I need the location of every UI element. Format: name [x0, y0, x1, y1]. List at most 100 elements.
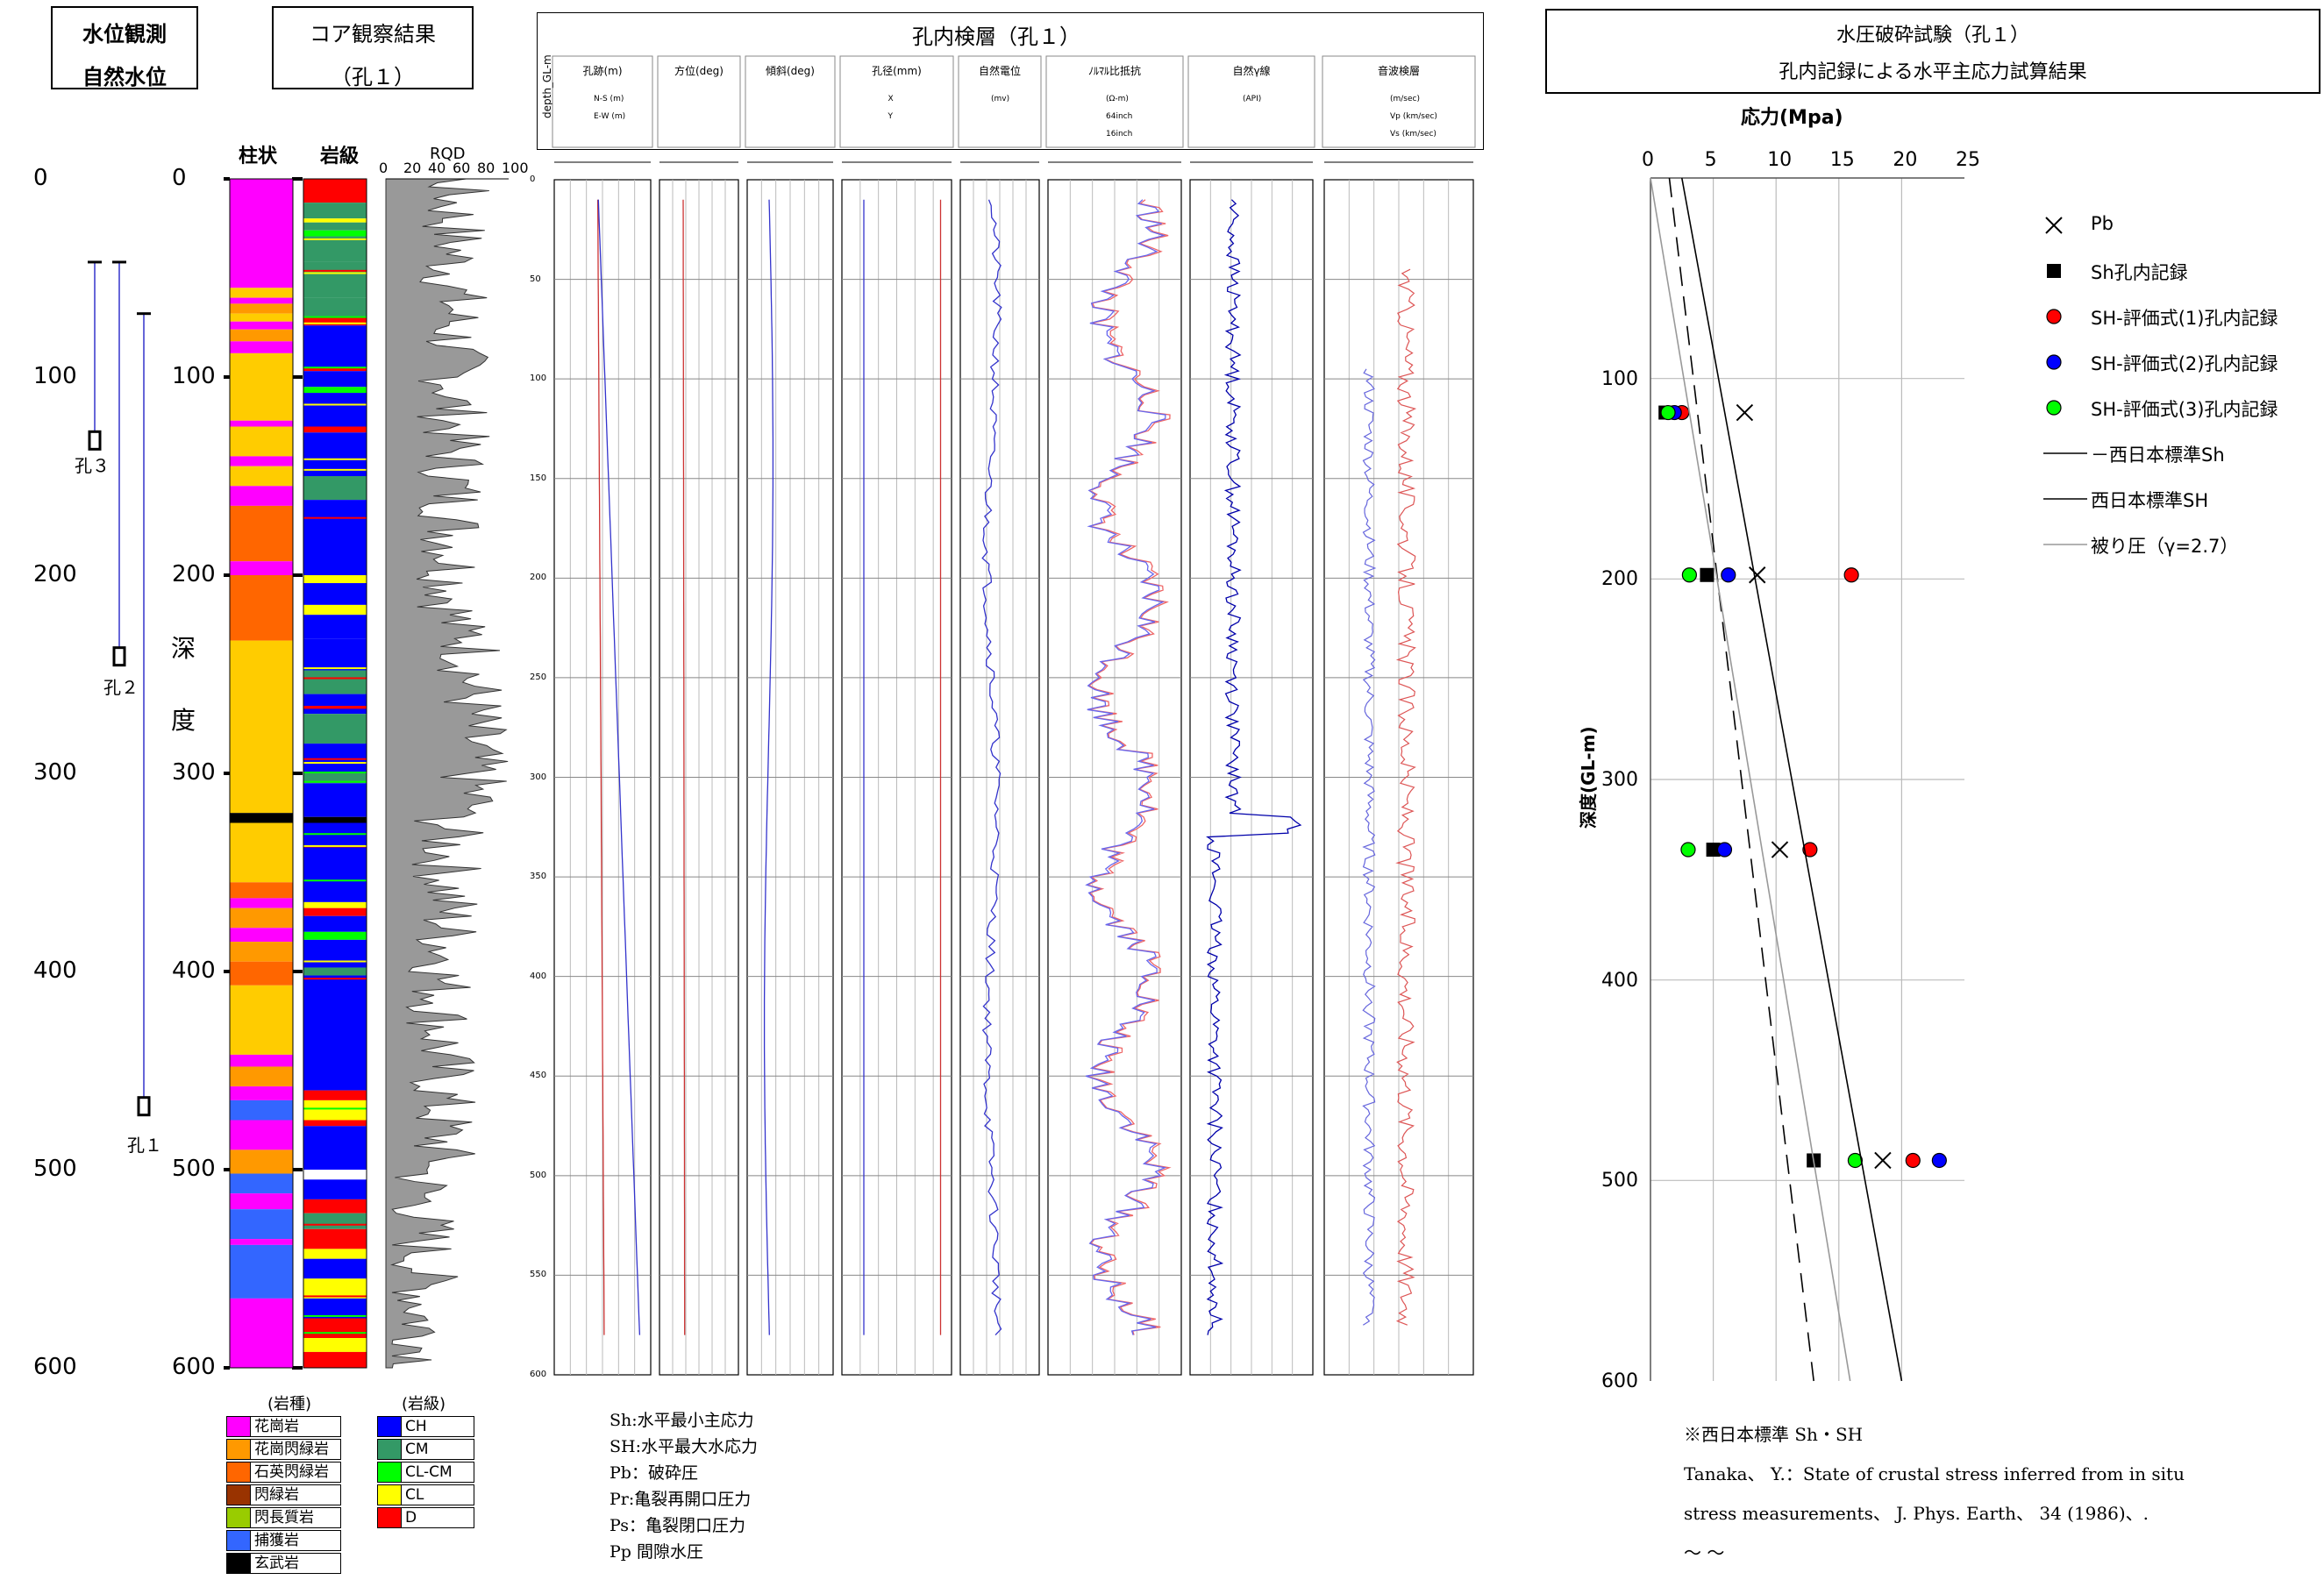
depth-tick-core: 100 [172, 363, 216, 389]
core-grade-segment [303, 670, 367, 694]
chart-y-tick-label: 300 [1601, 769, 1638, 791]
core-rock-segment [230, 466, 293, 487]
chart-y-tick-label: 100 [1601, 367, 1638, 390]
core-grade-segment [303, 230, 367, 237]
logging-track-sub: X [888, 95, 894, 103]
core-grade-thin-band [303, 677, 367, 680]
core-rock-segment [230, 575, 293, 641]
core-grade-thin-band [303, 1223, 367, 1226]
rock-legend-swatch [226, 1553, 251, 1574]
chart-x-label: 応力(Mpa) [1741, 107, 1843, 129]
log-trace-vs [1362, 368, 1377, 1326]
chart-point-pb [1749, 566, 1766, 584]
logging-track-sub: (mv) [991, 95, 1010, 103]
core-grade-thin-band [303, 272, 367, 274]
chart-y-tick-label: 400 [1601, 969, 1638, 992]
core-grade-segment [303, 218, 367, 223]
core-grade-thin-band [303, 1107, 367, 1110]
core-grade-thin-band [303, 705, 367, 708]
core-rock-segment [230, 313, 293, 322]
depth-tick-left: 300 [33, 759, 77, 786]
core-grade-segment [303, 1126, 367, 1170]
core-grade-thin-band [303, 269, 367, 272]
core-rock-segment [230, 179, 293, 288]
core-grade-segment [303, 393, 367, 427]
chart-point-circle [1847, 1152, 1864, 1169]
core-grade-segment [303, 773, 367, 784]
core-grade-thin-band [303, 1332, 367, 1334]
logging-header-cell [839, 55, 954, 148]
core-grade-segment [303, 967, 367, 976]
chart-point-sh [1700, 567, 1714, 582]
core-grade-segment [303, 1120, 367, 1127]
core-grade-segment [303, 1228, 367, 1249]
core-rock-segment [230, 1066, 293, 1087]
core-grade-segment [303, 371, 367, 388]
core-rock-segment [230, 303, 293, 314]
core-rock-segment [230, 329, 293, 342]
logging-track-title: 傾斜(deg) [766, 65, 815, 77]
depth-tick-core: 500 [172, 1156, 216, 1182]
chart-point-pb [1874, 1151, 1892, 1170]
logging-header-cell [1045, 55, 1184, 148]
chart-point-circle [1905, 1152, 1921, 1169]
core-grade-segment [303, 1090, 367, 1100]
chart-note: ～ ～ [1684, 1542, 1725, 1563]
rqd-profile [385, 178, 509, 1369]
core-grade-segment [303, 426, 367, 433]
logging-depth-tick: 250 [530, 672, 547, 682]
core-rock-segment [230, 297, 293, 304]
col-label-columnar: 柱状 [239, 146, 278, 167]
chart-y-label: 深度(GL-m) [1578, 726, 1599, 829]
core-grade-segment [303, 939, 367, 968]
core-grade-segment [303, 1199, 367, 1213]
depth-tick-core: 200 [172, 561, 216, 587]
chart-x-tick-label: 10 [1767, 149, 1793, 171]
water-title-line1: 水位観測 [82, 22, 167, 46]
grade-legend-swatch [377, 1507, 402, 1528]
core-rock-segment [230, 426, 293, 457]
core-rock-segment [230, 1298, 293, 1368]
logging-depth-tick: 150 [530, 473, 547, 483]
logging-track-title: ﾉﾙﾏﾙ比抵抗 [1087, 65, 1141, 77]
chart-legend-label: Sh孔内記録 [2091, 262, 2188, 283]
chart-y-tick-label: 500 [1601, 1170, 1638, 1192]
core-rock-segment [230, 1173, 293, 1194]
core-grade-segment [303, 1278, 367, 1299]
rock-legend-swatch [226, 1416, 251, 1437]
rock-legend-swatch [226, 1439, 251, 1460]
core-grade-thin-band [303, 238, 367, 240]
chart-legend-marker [2047, 264, 2061, 278]
core-grade-segment [303, 915, 367, 932]
core-rock-segment [230, 1239, 293, 1245]
chart-y-tick-label: 600 [1601, 1370, 1638, 1392]
core-grade-thin-band [303, 758, 367, 760]
core-rock-segment [230, 1209, 293, 1240]
core-grade-segment [303, 1213, 367, 1229]
core-grade-segment [303, 1338, 367, 1352]
rock-legend-item: 捕獲岩 [226, 1530, 341, 1551]
logging-track-sub: Vs (km/sec) [1390, 130, 1436, 139]
rock-legend-label: 閃緑岩 [251, 1484, 341, 1505]
chart-y-tick-label: 200 [1601, 568, 1638, 591]
depth-tick-left: 600 [33, 1354, 77, 1380]
rock-legend-item: 玄武岩 [226, 1553, 341, 1574]
logging-track-sub: Vp (km/sec) [1390, 112, 1437, 121]
rock-legend-swatch [226, 1530, 251, 1551]
depth-tick-left: 100 [33, 363, 77, 389]
logging-depth-tick: 450 [530, 1071, 547, 1081]
logging-depth-tick: 100 [530, 374, 547, 384]
chart-legend-marker [2045, 217, 2063, 234]
rqd-tick-label: 60 [453, 160, 471, 176]
core-grade-segment [303, 1298, 367, 1319]
logging-note: Pr:亀裂再開口圧力 [610, 1490, 752, 1509]
rock-legend-swatch [226, 1507, 251, 1528]
chart-point-circle [1681, 567, 1697, 583]
water-level-marker [137, 1096, 151, 1117]
core-grade-segment [303, 907, 367, 916]
core-grade-thin-band [303, 762, 367, 765]
rqd-tick-label: 100 [502, 160, 529, 176]
col-label-rqd: RQD [430, 145, 466, 163]
chart-note: stress measurements、 J. Phys. Earth、 34 … [1684, 1503, 2149, 1524]
chart-legend-label: 西日本標準SH [2091, 490, 2209, 511]
